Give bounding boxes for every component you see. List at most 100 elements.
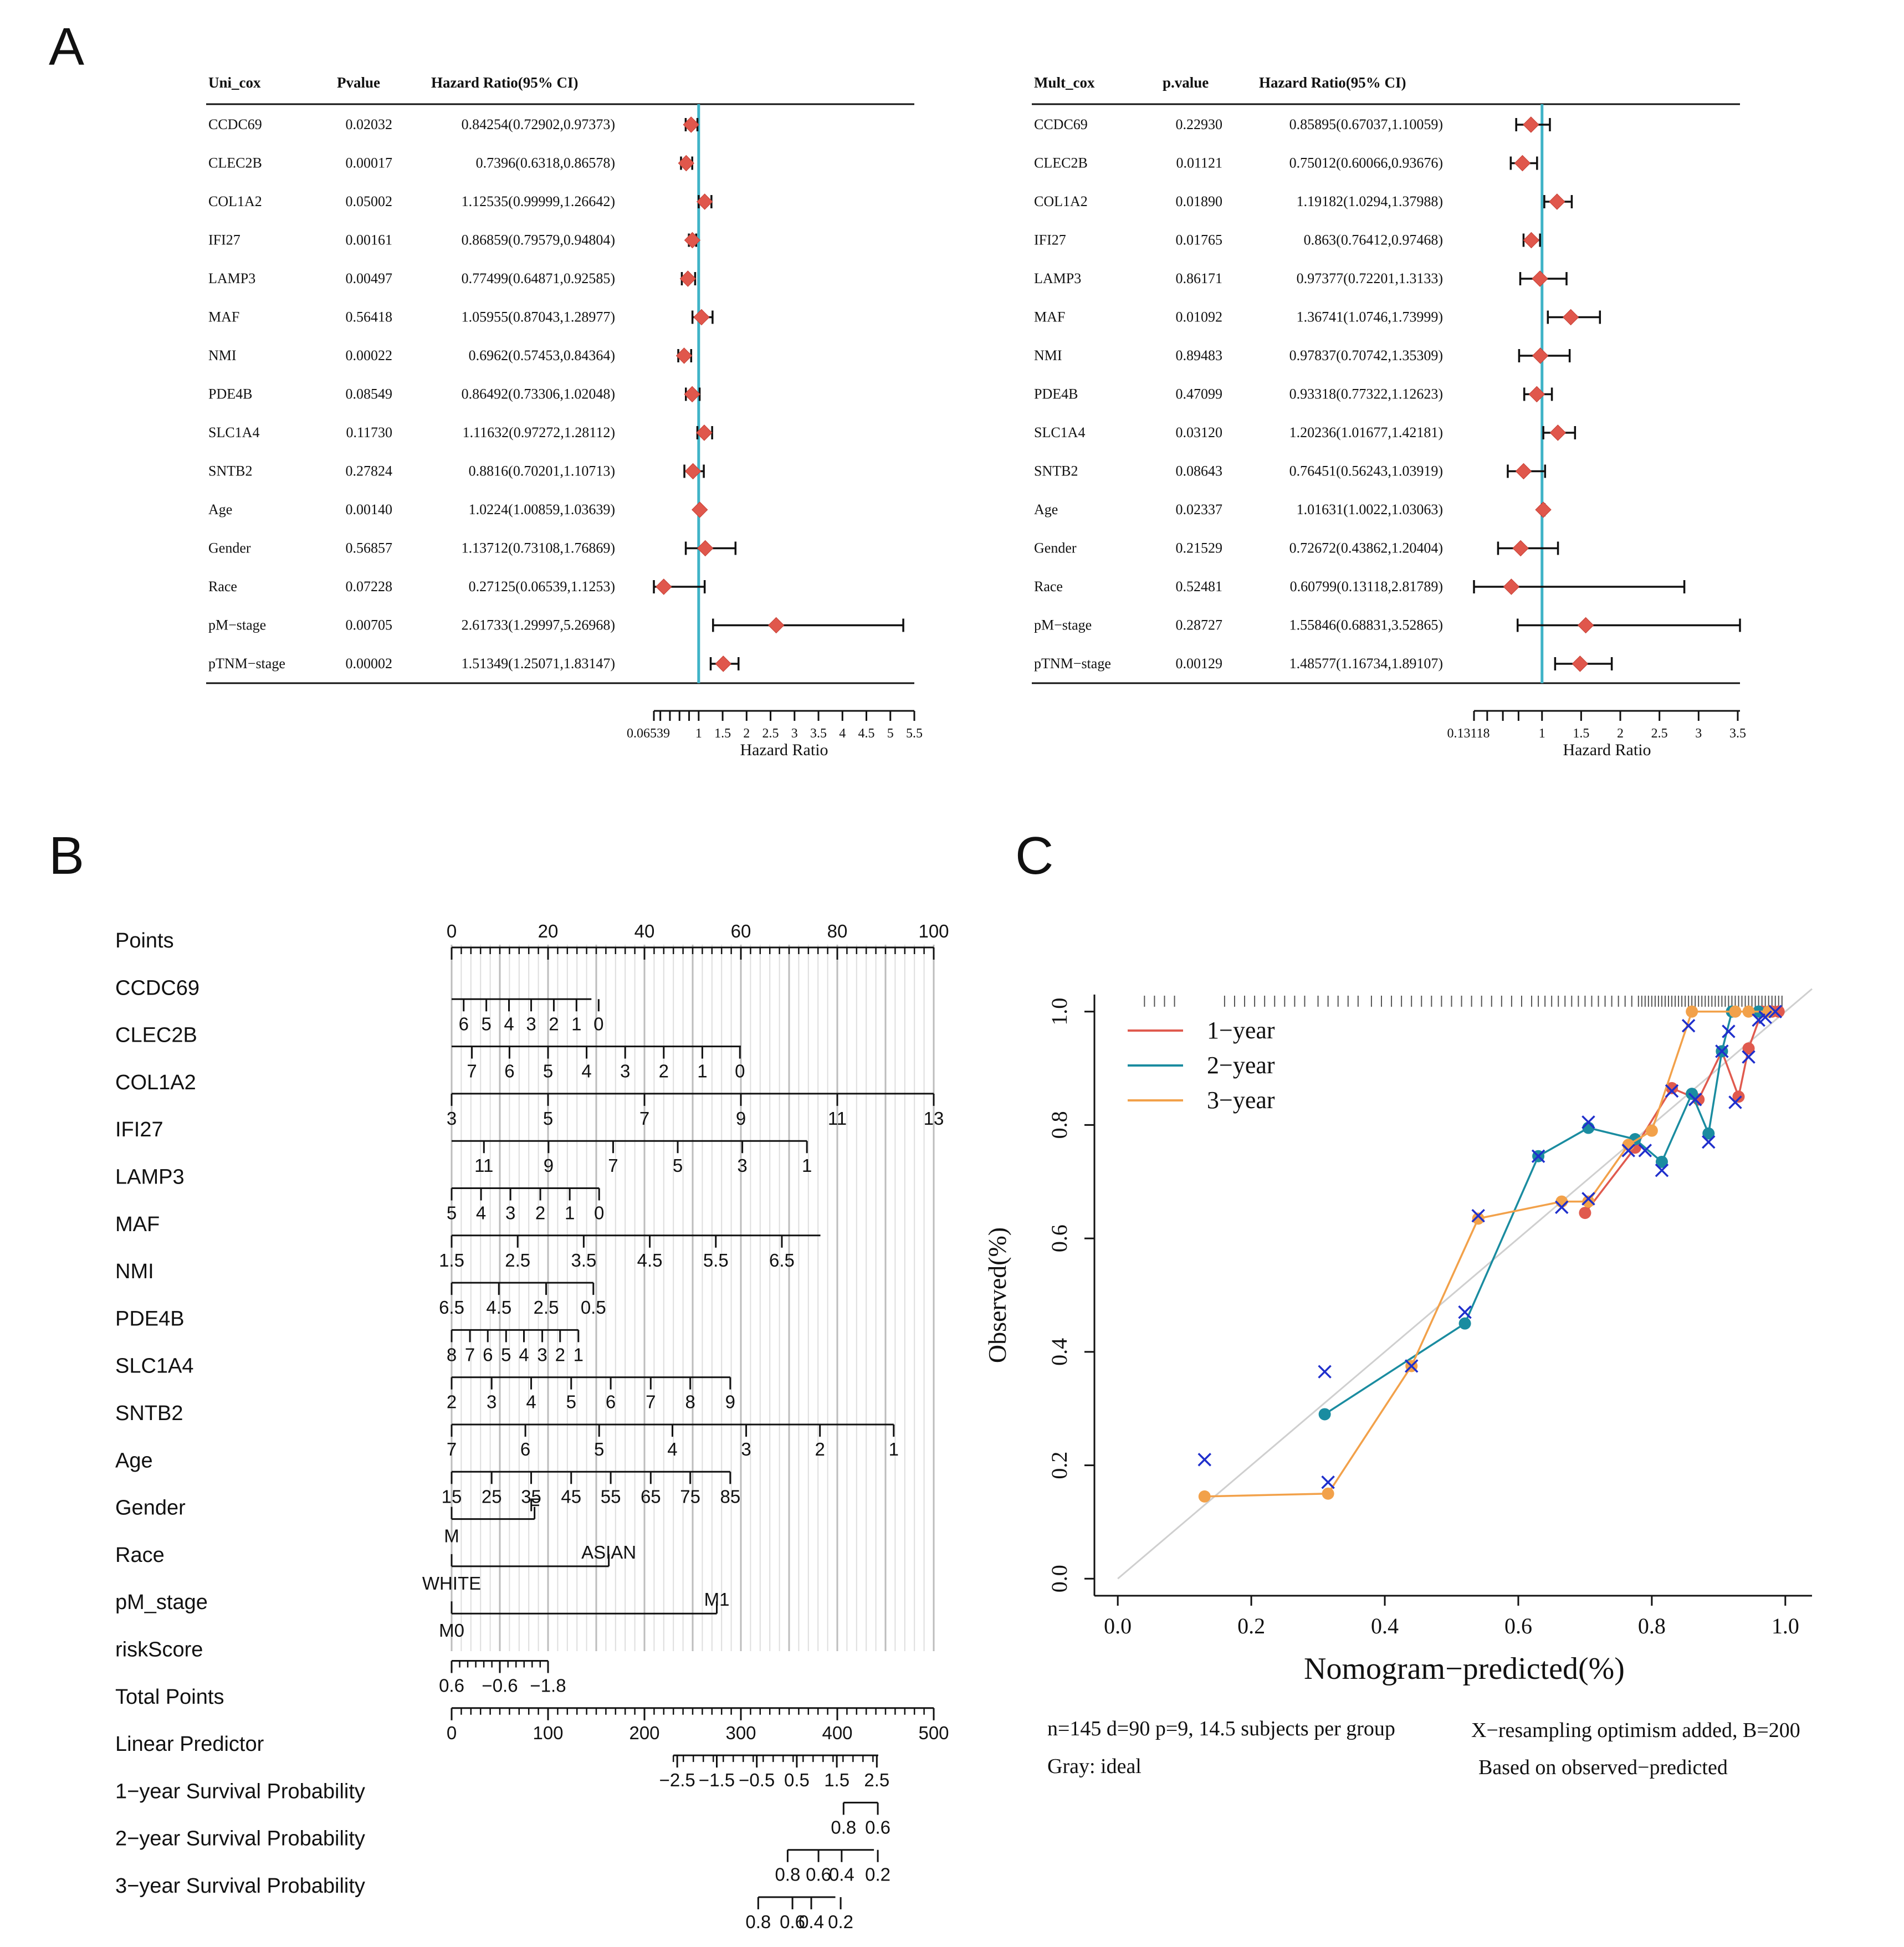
nomogram-tick-label: 2 bbox=[815, 1439, 825, 1459]
forest-header-pvalue: p.value bbox=[1163, 74, 1209, 91]
nomogram-row-label: MAF bbox=[115, 1213, 160, 1236]
nomogram-tick-label: 1 bbox=[889, 1439, 899, 1459]
nomogram-row-label: pM_stage bbox=[115, 1591, 208, 1614]
nomogram-tick-label: 7 bbox=[608, 1155, 618, 1176]
nomogram-tick-label: 4 bbox=[526, 1392, 536, 1412]
nomogram-tick-label: 5 bbox=[481, 1013, 491, 1034]
forest-row-label: SLC1A4 bbox=[208, 424, 259, 440]
forest-hr-marker bbox=[683, 116, 699, 133]
series-point bbox=[1666, 1082, 1678, 1094]
nomogram-tick-label: 2.5 bbox=[505, 1250, 530, 1270]
cross-mark bbox=[1742, 1050, 1755, 1064]
forest-row-pvalue: 0.00002 bbox=[346, 655, 393, 672]
forest-x-tick-label: 5 bbox=[887, 726, 894, 741]
series-line bbox=[1324, 1010, 1769, 1415]
nomogram-tick-label: 4.5 bbox=[637, 1250, 663, 1270]
nomogram-tick-label: 13 bbox=[924, 1108, 944, 1129]
nomogram-axis-3: 3 5 7 9 11 13 bbox=[447, 1093, 944, 1129]
x-tick-label: 1.0 bbox=[1772, 1613, 1799, 1638]
forest-row-hr: 0.97377(0.72201,1.3133) bbox=[1297, 270, 1443, 286]
nomogram-tick-label: −0.5 bbox=[739, 1770, 775, 1790]
forest-x-axis-label: Hazard Ratio bbox=[740, 741, 828, 759]
nomogram-tick-label: 0 bbox=[735, 1061, 745, 1082]
forest-hr-marker bbox=[1532, 347, 1549, 364]
forest-row-label: SLC1A4 bbox=[1034, 424, 1085, 440]
nomogram-tick-label: 2 bbox=[447, 1392, 457, 1412]
nomogram-row-label: Gender bbox=[115, 1497, 186, 1520]
nomogram-tick-label: 65 bbox=[641, 1486, 661, 1507]
nomogram-tick-label: 0 bbox=[593, 1013, 603, 1034]
forest-row-hr: 1.48577(1.16734,1.89107) bbox=[1289, 655, 1443, 672]
forest-row-label: MAF bbox=[1034, 309, 1065, 325]
series-point bbox=[1772, 1005, 1785, 1018]
series-point bbox=[1686, 1005, 1698, 1018]
nomogram-tick-label: 3 bbox=[737, 1155, 747, 1176]
calibration-legend: 1−year 2−year 3−year bbox=[1128, 1017, 1275, 1114]
nomogram-tick-label: 4 bbox=[504, 1013, 514, 1034]
forest-row-pvalue: 0.02032 bbox=[346, 116, 393, 132]
nomogram-row-label: IFI27 bbox=[115, 1118, 163, 1141]
forest-row-hr: 1.01631(1.0022,1.03063) bbox=[1297, 501, 1443, 518]
forest-hr-marker bbox=[1523, 116, 1539, 133]
forest-x-tick-label: 0.06539 bbox=[627, 726, 670, 741]
forest-row-label: IFI27 bbox=[1034, 232, 1066, 248]
forest-plot-mult: Mult_cox p.value Hazard Ratio(95% CI) CCDC6… bbox=[1032, 74, 1746, 759]
calibration-plot: 0.0 0.2 0.4 0.6 0.8 1.0 0.0 0.2 0.4 0.6 0.8 1.0 Nomo… bbox=[983, 988, 1813, 1779]
forest-row-label: pTNM−stage bbox=[208, 655, 285, 672]
nomogram-row-label: Race bbox=[115, 1544, 165, 1567]
y-tick-label: 0.2 bbox=[1047, 1452, 1072, 1479]
legend-label: 3−year bbox=[1207, 1087, 1275, 1114]
forest-row-hr: 1.51349(1.25071,1.83147) bbox=[462, 655, 615, 672]
series-point bbox=[1555, 1195, 1568, 1208]
nomogram-tick-label: 7 bbox=[447, 1439, 457, 1459]
nomogram-row-label: Age bbox=[115, 1449, 153, 1472]
series-point bbox=[1582, 1195, 1595, 1208]
forest-x-tick-label: 2 bbox=[743, 726, 750, 741]
cross-mark bbox=[1728, 1095, 1742, 1109]
x-tick-label: 0.0 bbox=[1104, 1613, 1132, 1638]
nomogram-tick-label: 5 bbox=[501, 1344, 511, 1365]
nomogram-tick-label: 500 bbox=[918, 1723, 949, 1743]
forest-x-tick-label: 2.5 bbox=[1651, 726, 1668, 741]
cross-mark bbox=[1758, 1010, 1772, 1024]
forest-row-label: Age bbox=[1034, 501, 1058, 518]
forest-row-pvalue: 0.05002 bbox=[346, 193, 393, 209]
forest-row-hr: 1.20236(1.01677,1.42181) bbox=[1289, 424, 1443, 440]
forest-row-label: CCDC69 bbox=[208, 116, 262, 132]
forest-row-hr: 0.76451(0.56243,1.03919) bbox=[1289, 463, 1443, 479]
nomogram-tick-label: 400 bbox=[822, 1723, 852, 1743]
nomogram-tick-label: 1.5 bbox=[824, 1770, 849, 1790]
forest-row-pvalue: 0.47099 bbox=[1176, 386, 1223, 402]
nomogram-tick-label: 11 bbox=[828, 1108, 847, 1129]
forest-x-tick-label: 3.5 bbox=[1729, 726, 1746, 741]
nomogram-tick-label: 1.5 bbox=[439, 1250, 464, 1270]
nomogram-tick-label: 300 bbox=[725, 1723, 756, 1743]
forest-row-pvalue: 0.89483 bbox=[1176, 347, 1223, 363]
nomogram-tick-label: 9 bbox=[725, 1392, 735, 1412]
nomogram-row-label: SNTB2 bbox=[115, 1402, 183, 1425]
forest-hr-marker bbox=[1577, 617, 1594, 634]
nomogram-axis-13: WHITE ASIAN bbox=[422, 1542, 636, 1594]
forest-row-label: CLEC2B bbox=[1034, 155, 1088, 171]
forest-x-tick-label: 3.5 bbox=[810, 726, 827, 741]
nomogram-tick-label: 5 bbox=[594, 1439, 604, 1459]
nomogram-tick-label: 6 bbox=[504, 1061, 514, 1082]
nomogram-tick-label: 40 bbox=[634, 921, 655, 941]
nomogram-tick-label: 3.5 bbox=[571, 1250, 596, 1270]
nomogram-tick-label: 5.5 bbox=[703, 1250, 729, 1270]
forest-row-hr: 0.60799(0.13118,2.81789) bbox=[1290, 578, 1443, 595]
forest-x-axis-label: Hazard Ratio bbox=[1563, 741, 1651, 759]
nomogram-tick-label: 1 bbox=[574, 1344, 584, 1365]
panel-a-letter: A bbox=[49, 17, 85, 76]
forest-row-label: IFI27 bbox=[208, 232, 240, 248]
forest-row-hr: 0.93318(0.77322,1.12623) bbox=[1289, 386, 1443, 402]
nomogram-axis-16: 0 100 200 300 400 500 bbox=[447, 1707, 949, 1743]
forest-row-pvalue: 0.22930 bbox=[1176, 116, 1223, 132]
nomogram-axis-0: 0 20 40 60 80 100 bbox=[447, 921, 949, 960]
forest-row-label: CLEC2B bbox=[208, 155, 262, 171]
forest-row-label: pTNM−stage bbox=[1034, 655, 1111, 672]
nomogram-tick-label: 2 bbox=[659, 1061, 669, 1082]
forest-row-pvalue: 0.86171 bbox=[1176, 270, 1223, 286]
